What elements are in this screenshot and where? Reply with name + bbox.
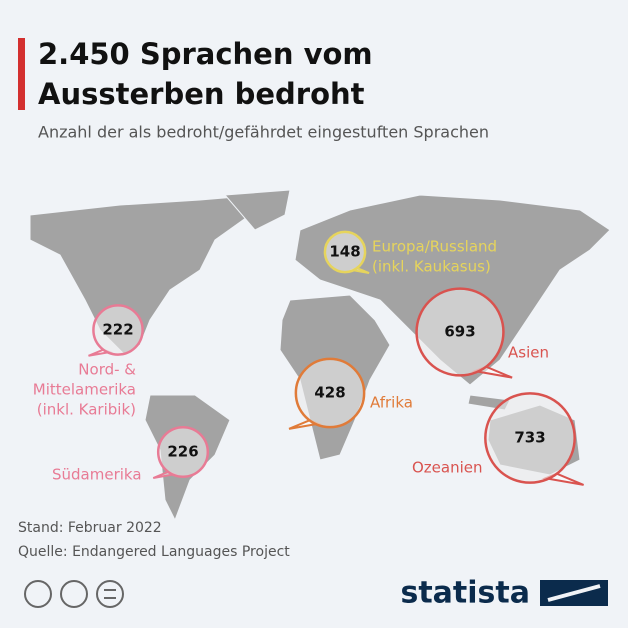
region-label: Asien (508, 344, 549, 362)
source-note: Quelle: Endangered Languages Project (18, 544, 290, 560)
region-label: Ozeanien (412, 459, 483, 477)
license-icons (24, 580, 124, 608)
bubble-value: 733 (514, 429, 545, 447)
bubble (323, 230, 367, 274)
brand-mark (536, 576, 612, 610)
title-line: Aussterben bedroht (38, 77, 365, 111)
date-note: Stand: Februar 2022 (18, 520, 162, 536)
bubble (156, 425, 210, 479)
bubble-value: 148 (329, 243, 360, 261)
brand-logo: statista (400, 576, 530, 611)
accent-bar (18, 38, 25, 110)
subtitle: Anzahl der als bedroht/gefährdet eingest… (38, 123, 489, 142)
bubble-value: 226 (167, 443, 198, 461)
region-label: Südamerika (52, 466, 142, 484)
title-line: 2.450 Sprachen vom (38, 37, 373, 71)
bubbles: 148 Europa/Russland (inkl. Kaukasus) 693 Asi… (33, 230, 584, 486)
region-label: (inkl. Kaukasus) (372, 258, 491, 276)
region-label: (inkl. Karibik) (37, 401, 136, 419)
region-label: Nord- & (78, 361, 136, 379)
bubble (92, 304, 144, 356)
bubble-value: 693 (444, 323, 475, 341)
bubble (294, 357, 366, 429)
region-label: Afrika (370, 394, 413, 412)
bubble-value: 428 (314, 384, 345, 402)
region-label: Mittelamerika (33, 381, 136, 399)
bubble-value: 222 (102, 321, 133, 339)
bubble (415, 287, 505, 377)
region-label: Europa/Russland (372, 238, 497, 256)
bubble (484, 392, 576, 484)
